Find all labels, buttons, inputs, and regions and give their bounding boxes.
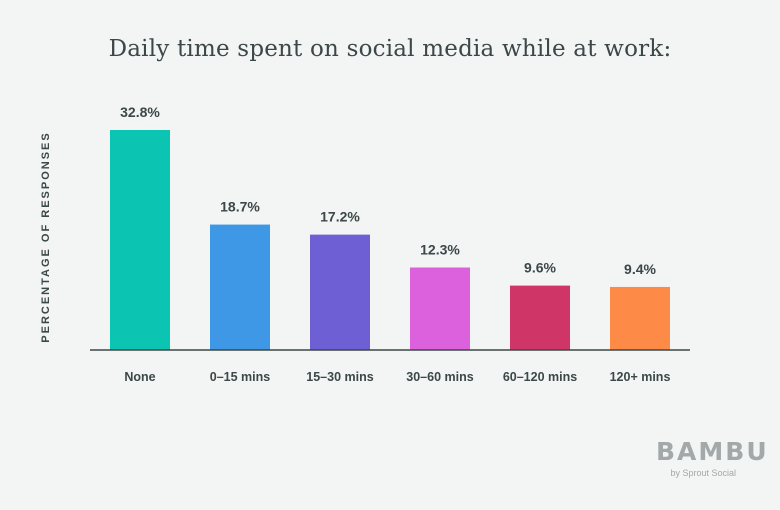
data-label-3: 17.2% <box>320 209 360 225</box>
bambu-logo: BAMBU by Sprout Social <box>656 437 769 479</box>
category-label-1: None <box>124 370 155 384</box>
bar-5 <box>510 285 570 350</box>
category-label-5: 60–120 mins <box>503 370 577 384</box>
logo-wordmark: BAMBU <box>656 437 769 466</box>
category-label-2: 0–15 mins <box>210 370 271 384</box>
category-label-6: 120+ mins <box>610 370 671 384</box>
data-label-1: 32.8% <box>120 104 160 120</box>
bar-6 <box>610 286 670 350</box>
data-label-4: 12.3% <box>420 242 460 258</box>
data-label-5: 9.6% <box>524 260 556 276</box>
bar-3 <box>310 234 370 350</box>
bar-2 <box>210 224 270 350</box>
bar-1 <box>110 130 170 350</box>
data-label-6: 9.4% <box>624 261 656 277</box>
category-label-3: 15–30 mins <box>306 370 373 384</box>
bar-4 <box>410 267 470 350</box>
data-label-2: 18.7% <box>220 199 260 215</box>
category-label-4: 30–60 mins <box>406 370 473 384</box>
logo-tagline: by Sprout Social <box>670 468 736 478</box>
chart-title: Daily time spent on social media while a… <box>108 36 672 62</box>
